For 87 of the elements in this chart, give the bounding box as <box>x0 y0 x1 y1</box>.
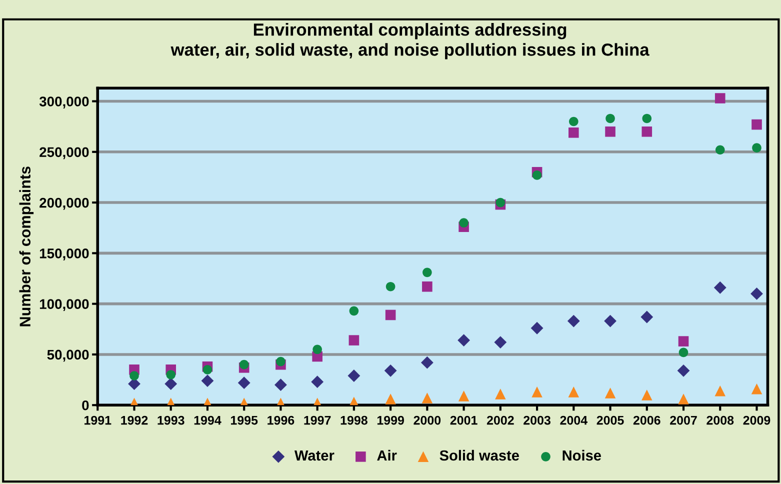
point <box>532 386 542 398</box>
point <box>642 114 652 124</box>
point <box>532 170 542 180</box>
point <box>530 322 544 334</box>
point <box>312 344 322 354</box>
point <box>714 281 726 294</box>
x-tick-label: 2001 <box>450 416 478 425</box>
point <box>384 364 397 377</box>
y-tick-label: 250,000 <box>40 147 89 160</box>
point <box>422 392 433 404</box>
x-tick-label: 2003 <box>524 416 550 425</box>
point <box>458 390 470 402</box>
point <box>422 268 432 278</box>
x-tick-label: 1995 <box>230 416 258 425</box>
point <box>606 114 615 124</box>
point <box>385 394 396 404</box>
point <box>678 394 689 404</box>
point <box>752 119 762 130</box>
point <box>677 364 690 377</box>
point <box>604 314 616 328</box>
x-tick-label: 2006 <box>633 416 660 425</box>
point <box>202 365 212 374</box>
point <box>311 376 324 388</box>
chart-title: Environmental complaints addressing water, air, solid waste, and noise pollution issues in China <box>170 23 650 60</box>
point <box>348 370 360 382</box>
x-tick-label: 1992 <box>121 416 148 425</box>
point <box>349 306 359 316</box>
point <box>274 378 287 392</box>
point <box>130 371 139 380</box>
point <box>678 336 689 346</box>
x-tick-label: 1998 <box>340 416 368 425</box>
legend-label: Solid waste <box>440 450 520 461</box>
point <box>568 128 579 138</box>
point <box>348 335 360 346</box>
point <box>386 282 396 292</box>
y-tick-label: 50,000 <box>47 350 89 362</box>
point <box>567 314 580 328</box>
x-tick-label: 1996 <box>268 416 294 425</box>
point <box>422 281 432 292</box>
point <box>495 388 506 400</box>
x-tick-label: 2000 <box>414 416 441 425</box>
x-tick-label: 2002 <box>486 416 514 425</box>
y-axis-title: Number of complaints <box>19 166 34 326</box>
legend-label: Noise <box>562 450 602 461</box>
x-tick-label: 2008 <box>706 416 734 425</box>
legend-label: Water <box>294 450 334 461</box>
y-tick-label: 0 <box>82 400 89 410</box>
x-tick-label: 1997 <box>304 416 331 425</box>
point <box>750 287 763 300</box>
y-tick-label: 300,000 <box>39 96 89 108</box>
point <box>459 218 468 228</box>
x-tick-label: 2007 <box>670 416 697 425</box>
point <box>201 374 214 388</box>
point <box>605 126 616 137</box>
point <box>751 384 762 394</box>
x-tick-label: 2004 <box>560 416 588 425</box>
point <box>715 145 725 155</box>
point <box>276 356 286 366</box>
point <box>166 370 176 380</box>
point <box>420 356 434 369</box>
point <box>385 310 396 320</box>
point <box>164 378 178 390</box>
point <box>752 143 762 153</box>
point <box>496 198 506 208</box>
point <box>238 376 250 390</box>
point <box>642 126 652 137</box>
point <box>640 310 654 324</box>
point <box>568 386 580 398</box>
point <box>458 334 470 346</box>
point <box>239 360 249 370</box>
y-tick-label: 200,000 <box>40 198 89 210</box>
x-tick-label: 1994 <box>194 416 222 425</box>
y-tick-label: 150,000 <box>40 248 89 260</box>
x-tick-label: 2005 <box>596 416 624 425</box>
point <box>494 336 507 349</box>
point <box>604 388 616 398</box>
point <box>714 93 726 104</box>
point <box>678 348 688 358</box>
point <box>714 386 726 396</box>
x-tick-label: 1999 <box>377 416 404 425</box>
x-tick-label: 2009 <box>743 416 770 425</box>
legend-label: Air <box>377 450 397 461</box>
x-tick-label: 1993 <box>158 416 184 425</box>
y-tick-label: 100,000 <box>40 299 89 312</box>
x-tick-label: 1991 <box>84 416 112 425</box>
point <box>642 390 652 400</box>
point <box>568 116 578 126</box>
